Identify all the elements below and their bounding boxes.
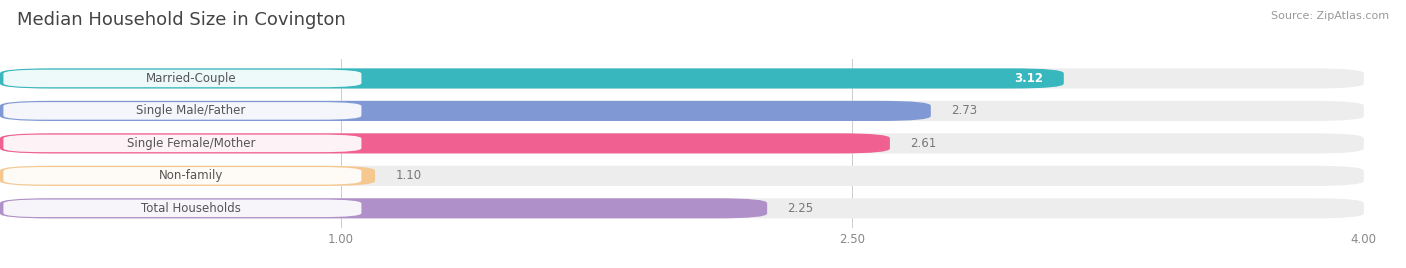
- FancyBboxPatch shape: [0, 198, 1364, 218]
- FancyBboxPatch shape: [3, 135, 361, 152]
- FancyBboxPatch shape: [3, 102, 361, 120]
- FancyBboxPatch shape: [3, 167, 361, 185]
- Text: 1.10: 1.10: [395, 169, 422, 182]
- FancyBboxPatch shape: [0, 166, 1364, 186]
- Text: 3.12: 3.12: [1014, 72, 1043, 85]
- Text: Median Household Size in Covington: Median Household Size in Covington: [17, 11, 346, 29]
- FancyBboxPatch shape: [0, 101, 931, 121]
- Text: 2.61: 2.61: [910, 137, 936, 150]
- FancyBboxPatch shape: [0, 101, 1364, 121]
- FancyBboxPatch shape: [0, 166, 375, 186]
- Text: Non-family: Non-family: [159, 169, 224, 182]
- FancyBboxPatch shape: [3, 200, 361, 217]
- Text: Total Households: Total Households: [141, 202, 240, 215]
- Text: Single Male/Father: Single Male/Father: [136, 105, 246, 117]
- FancyBboxPatch shape: [3, 70, 361, 87]
- FancyBboxPatch shape: [0, 68, 1364, 88]
- FancyBboxPatch shape: [0, 68, 1064, 88]
- FancyBboxPatch shape: [0, 133, 1364, 154]
- Text: Single Female/Mother: Single Female/Mother: [127, 137, 254, 150]
- FancyBboxPatch shape: [0, 133, 890, 154]
- Text: 2.73: 2.73: [952, 105, 977, 117]
- Text: Source: ZipAtlas.com: Source: ZipAtlas.com: [1271, 11, 1389, 21]
- Text: 2.25: 2.25: [787, 202, 814, 215]
- Text: Married-Couple: Married-Couple: [146, 72, 236, 85]
- FancyBboxPatch shape: [0, 198, 768, 218]
